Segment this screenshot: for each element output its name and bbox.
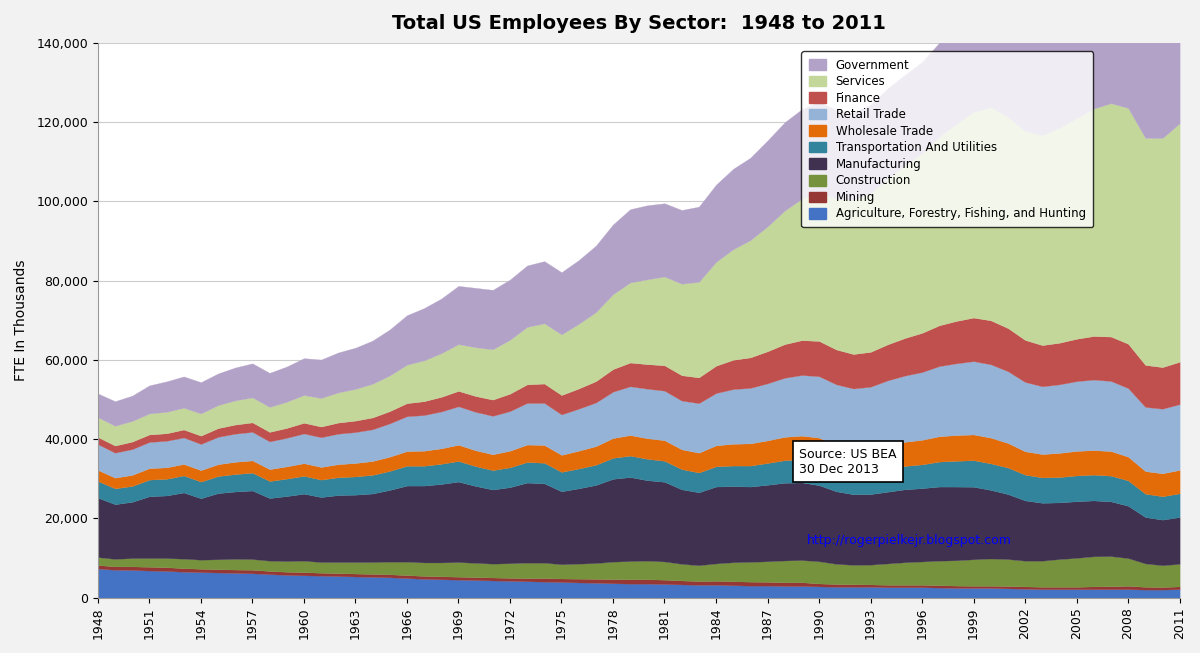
- Text: Source: US BEA
30 Dec 2013: Source: US BEA 30 Dec 2013: [799, 448, 896, 476]
- Y-axis label: FTE In Thousands: FTE In Thousands: [14, 259, 28, 381]
- Text: http://rogerpielkejr.blogspot.com: http://rogerpielkejr.blogspot.com: [806, 534, 1012, 547]
- Legend: Government, Services, Finance, Retail Trade, Wholesale Trade, Transportation And: Government, Services, Finance, Retail Tr…: [802, 52, 1093, 227]
- Title: Total US Employees By Sector:  1948 to 2011: Total US Employees By Sector: 1948 to 20…: [391, 14, 886, 33]
